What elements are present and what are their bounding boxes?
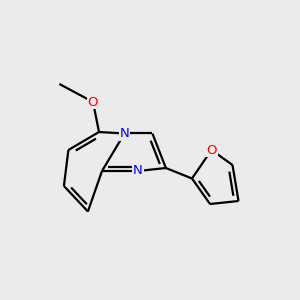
Text: O: O <box>206 143 217 157</box>
Text: O: O <box>88 95 98 109</box>
Text: N: N <box>133 164 143 178</box>
Text: N: N <box>120 127 129 140</box>
